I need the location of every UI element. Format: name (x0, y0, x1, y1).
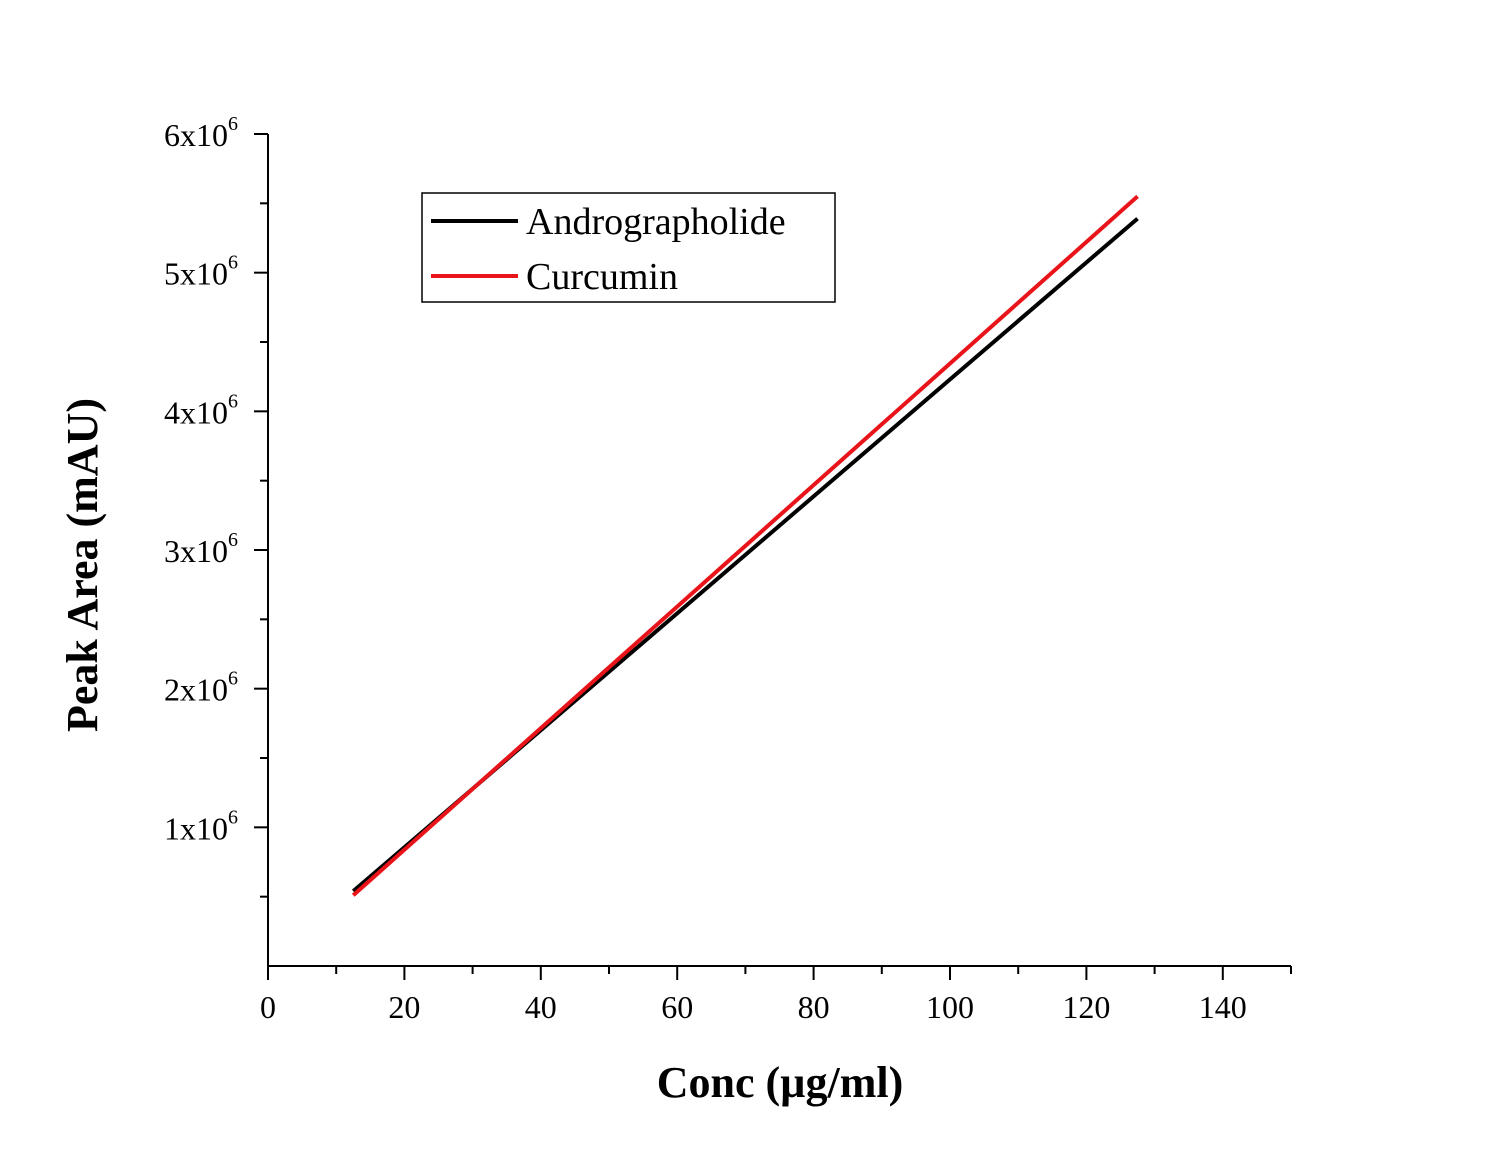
axes: 0 20 40 60 80 100 120 140 1x106 2x106 3x106 4x106 5x… (164, 113, 1292, 1025)
x-axis-title: Conc (µg/ml) (657, 1058, 904, 1107)
x-tick-label: 0 (260, 989, 276, 1025)
legend-box (421, 192, 836, 303)
y-tick-label: 6x106 (164, 113, 238, 153)
x-tick-label: 60 (661, 989, 693, 1025)
x-tick-label: 120 (1062, 989, 1110, 1025)
x-tick-label: 140 (1199, 989, 1247, 1025)
y-tick-label: 4x106 (164, 390, 238, 430)
legend-label: Andrographolide (526, 201, 786, 243)
x-tick-label: 20 (388, 989, 420, 1025)
x-tick-label: 100 (926, 989, 974, 1025)
y-tick-label: 5x106 (164, 252, 238, 292)
x-tick-label: 40 (525, 989, 557, 1025)
legend: Andrographolide Curcumin (421, 192, 836, 303)
y-tick-label: 2x106 (164, 668, 238, 708)
legend-label: Curcumin (526, 256, 678, 298)
x-tick-label: 80 (798, 989, 830, 1025)
series-line-curcumin (351, 194, 1139, 897)
y-axis-title: Peak Area (mAU) (58, 398, 107, 732)
y-tick-label: 1x106 (164, 806, 238, 846)
series-layer (351, 194, 1139, 897)
y-tick-label: 3x106 (164, 529, 238, 569)
